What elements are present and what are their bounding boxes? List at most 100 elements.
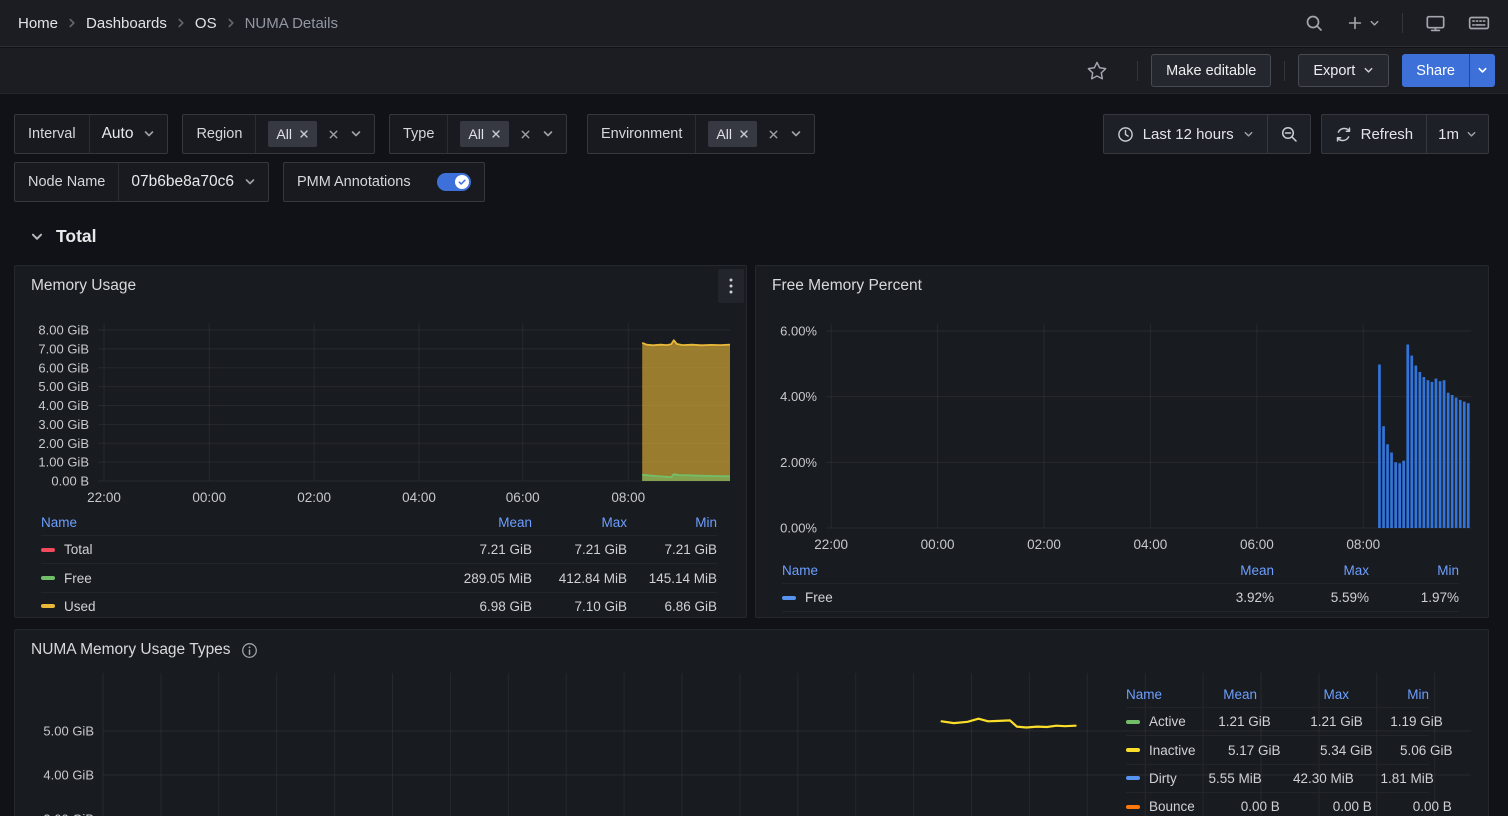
divider [1284,61,1285,81]
breadcrumb-item[interactable]: Dashboards [86,15,167,32]
series-toggle[interactable]: Used [41,599,437,614]
svg-text:22:00: 22:00 [814,537,848,552]
share-menu-button[interactable] [1469,54,1495,87]
node-name-label: Node Name [15,163,119,201]
series-toggle[interactable]: Free [41,571,437,586]
series-max-value: 0.00 B [1280,799,1372,814]
close-icon [299,129,309,139]
series-max-value: 5.59% [1274,590,1369,605]
legend-header-mean[interactable]: Mean [1172,687,1257,702]
environment-filter: Environment All [587,114,815,154]
filters-row-1: Interval Auto Region All Typ [14,114,1489,154]
breadcrumb-item[interactable]: NUMA Details [245,15,338,32]
clear-selection-icon[interactable] [519,128,532,141]
divider [1137,61,1138,81]
node-name-select[interactable]: 07b6be8a70c6 [119,163,268,201]
series-max-value: 42.30 MiB [1262,771,1354,786]
legend-header-min[interactable]: Min [1369,563,1459,578]
legend-header-min[interactable]: Min [627,515,717,530]
legend-header-max[interactable]: Max [1257,687,1349,702]
refresh-button[interactable]: Refresh [1322,115,1427,153]
breadcrumb-item[interactable]: OS [195,15,217,32]
series-toggle[interactable]: Active [1126,714,1186,729]
series-min-value: 6.86 GiB [627,599,717,614]
time-range-picker[interactable]: Last 12 hours [1104,115,1267,153]
make-editable-label: Make editable [1166,63,1256,79]
export-label: Export [1313,63,1355,79]
svg-text:04:00: 04:00 [402,490,436,505]
svg-text:00:00: 00:00 [921,537,955,552]
panel-header[interactable]: NUMA Memory Usage Types [15,630,1488,670]
numa-memory-usage-types-legend: NameMeanMaxMinActive1.21 GiB1.21 GiB1.19… [1100,681,1458,816]
series-mean-value: 7.21 GiB [437,542,532,557]
topnav-actions [1304,12,1490,34]
svg-text:6.00%: 6.00% [780,324,817,339]
legend-header-max[interactable]: Max [532,515,627,530]
legend-header-name[interactable]: Name [782,563,1179,578]
svg-text:00:00: 00:00 [192,490,226,505]
series-max-value: 1.21 GiB [1271,714,1363,729]
legend-header-min[interactable]: Min [1349,687,1429,702]
series-toggle[interactable]: Bounce [1126,799,1195,814]
series-color-swatch [1126,748,1140,752]
node-name-filter: Node Name 07b6be8a70c6 [14,162,269,202]
type-select[interactable]: All [448,115,566,153]
keyboard-icon[interactable] [1468,12,1490,34]
zoom-out-button[interactable] [1268,115,1310,153]
clear-selection-icon[interactable] [767,128,780,141]
interval-select[interactable]: Auto [90,115,168,153]
svg-text:4.00 GiB: 4.00 GiB [43,768,94,783]
breadcrumb: Home Dashboards OS NUMA Details [18,15,338,32]
add-new-button[interactable] [1346,14,1380,32]
make-editable-button[interactable]: Make editable [1151,54,1271,87]
type-chip-all[interactable]: All [460,121,509,147]
info-icon[interactable] [241,642,258,659]
region-chip-all[interactable]: All [268,121,317,147]
legend-row-used: Used6.98 GiB7.10 GiB6.86 GiB [41,593,717,618]
filters-row-2: Node Name 07b6be8a70c6 PMM Annotations [14,162,1489,202]
region-select[interactable]: All [256,115,374,153]
legend-header-name[interactable]: Name [1126,687,1172,702]
star-icon[interactable] [1086,60,1108,82]
share-button[interactable]: Share [1402,54,1469,87]
svg-text:5.00 GiB: 5.00 GiB [43,724,94,739]
region-label: Region [183,115,256,153]
pmm-annotations-toggle[interactable] [437,173,471,191]
series-color-swatch [41,576,55,580]
series-name: Inactive [1149,743,1196,758]
dashboard-toolbar: Make editable Export Share [0,48,1508,94]
environment-chip-all[interactable]: All [708,121,757,147]
series-color-swatch [782,596,796,600]
monitor-icon[interactable] [1425,13,1446,34]
kebab-menu-icon[interactable] [718,269,744,303]
chevron-down-icon [143,128,155,140]
svg-text:8.00 GiB: 8.00 GiB [38,323,89,338]
series-toggle[interactable]: Dirty [1126,771,1177,786]
series-toggle[interactable]: Inactive [1126,743,1196,758]
clear-selection-icon[interactable] [327,128,340,141]
breadcrumb-item[interactable]: Home [18,15,58,32]
series-toggle[interactable]: Free [782,590,1179,605]
refresh-interval-select[interactable]: 1m [1427,115,1488,153]
search-icon[interactable] [1304,13,1324,33]
legend-header-mean[interactable]: Mean [1179,563,1274,578]
svg-text:4.00 GiB: 4.00 GiB [38,398,89,413]
series-mean-value: 6.98 GiB [437,599,532,614]
environment-select[interactable]: All [696,115,814,153]
legend-header-max[interactable]: Max [1274,563,1369,578]
memory-usage-chart[interactable]: 8.00 GiB7.00 GiB6.00 GiB5.00 GiB4.00 GiB… [23,317,740,509]
panel-header[interactable]: Free Memory Percent [756,266,1488,306]
panel-header[interactable]: Memory Usage [15,266,746,306]
export-button[interactable]: Export [1298,54,1389,87]
series-toggle[interactable]: Total [41,542,437,557]
free-memory-percent-chart[interactable]: 6.00%4.00%2.00%0.00%22:0000:0002:0004:00… [764,317,1481,557]
panel-memory-usage: Memory Usage 8.00 GiB7.00 GiB6.00 GiB5.0… [14,265,747,618]
legend-header-mean[interactable]: Mean [437,515,532,530]
series-max-value: 5.34 GiB [1281,743,1373,758]
svg-text:2.00 GiB: 2.00 GiB [38,436,89,451]
series-mean-value: 3.92% [1179,590,1274,605]
legend-header-name[interactable]: Name [41,515,437,530]
section-title: Total [56,226,97,247]
section-row-total[interactable]: Total [30,226,97,247]
series-name: Active [1149,714,1186,729]
